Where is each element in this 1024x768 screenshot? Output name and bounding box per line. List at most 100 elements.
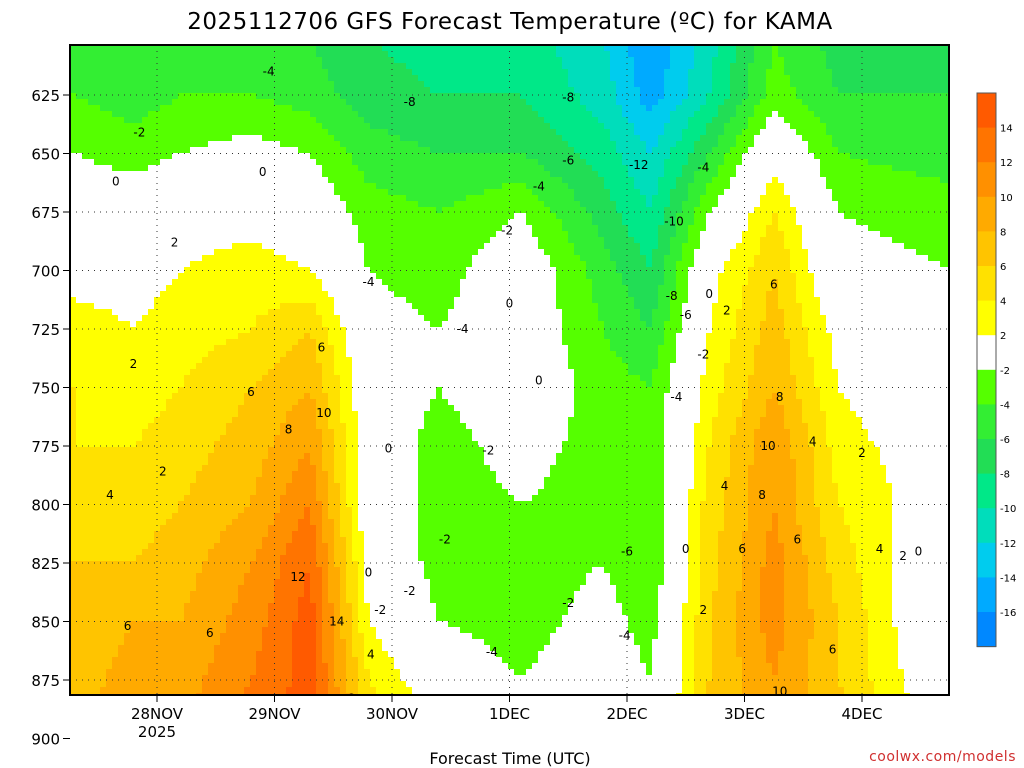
temperature-cell [172, 465, 179, 472]
temperature-cell [100, 417, 107, 424]
temperature-cell [202, 489, 209, 496]
temperature-cell [310, 297, 317, 304]
temperature-cell [244, 75, 251, 82]
temperature-cell [262, 489, 269, 496]
temperature-cell [178, 561, 185, 568]
temperature-cell [196, 429, 203, 436]
temperature-cell [256, 81, 263, 88]
temperature-cell [130, 75, 137, 82]
temperature-cell [208, 321, 215, 328]
temperature-cell [118, 327, 125, 334]
temperature-cell [238, 681, 245, 688]
temperature-cell [298, 81, 305, 88]
temperature-cell [220, 435, 227, 442]
temperature-cell [304, 123, 311, 130]
temperature-cell [76, 291, 83, 298]
temperature-cell [76, 633, 83, 640]
temperature-cell [232, 141, 239, 148]
temperature-cell [340, 123, 347, 130]
temperature-cell [334, 165, 341, 172]
temperature-cell [154, 495, 161, 502]
temperature-cell [310, 195, 317, 202]
temperature-cell [154, 327, 161, 334]
temperature-cell [262, 639, 269, 646]
temperature-cell [94, 573, 101, 580]
temperature-cell [208, 627, 215, 634]
temperature-cell [124, 615, 131, 622]
temperature-cell [232, 303, 239, 310]
temperature-cell [160, 249, 167, 256]
temperature-cell [190, 423, 197, 430]
temperature-cell [106, 543, 113, 550]
temperature-cell [82, 195, 89, 202]
temperature-cell [208, 63, 215, 70]
temperature-cell [292, 453, 299, 460]
temperature-cell [280, 483, 287, 490]
temperature-cell [196, 57, 203, 64]
temperature-cell [328, 315, 335, 322]
temperature-cell [232, 231, 239, 238]
temperature-cell [334, 69, 341, 76]
temperature-cell [334, 573, 341, 580]
temperature-cell [190, 327, 197, 334]
temperature-cell [238, 117, 245, 124]
temperature-cell [238, 603, 245, 610]
temperature-cell [328, 63, 335, 70]
temperature-cell [166, 573, 173, 580]
temperature-cell [88, 687, 95, 694]
temperature-cell [100, 609, 107, 616]
temperature-cell [328, 333, 335, 340]
temperature-cell [94, 429, 101, 436]
temperature-cell [76, 465, 83, 472]
temperature-cell [334, 669, 341, 676]
temperature-cell [298, 381, 305, 388]
temperature-cell [190, 237, 197, 244]
temperature-cell [124, 75, 131, 82]
temperature-cell [202, 573, 209, 580]
temperature-cell [76, 165, 83, 172]
temperature-cell [76, 453, 83, 460]
temperature-cell [214, 171, 221, 178]
temperature-cell [202, 579, 209, 586]
temperature-cell [208, 279, 215, 286]
temperature-cell [310, 555, 317, 562]
temperature-cell [118, 279, 125, 286]
temperature-cell [256, 525, 263, 532]
temperature-cell [334, 459, 341, 466]
temperature-cell [226, 303, 233, 310]
temperature-cell [286, 207, 293, 214]
temperature-cell [316, 441, 323, 448]
temperature-cell [304, 363, 311, 370]
temperature-cell [262, 63, 269, 70]
temperature-cell [70, 225, 77, 232]
temperature-cell [202, 81, 209, 88]
temperature-cell [88, 381, 95, 388]
temperature-cell [106, 429, 113, 436]
temperature-cell [100, 435, 107, 442]
temperature-cell [262, 471, 269, 478]
temperature-cell [298, 543, 305, 550]
temperature-cell [190, 597, 197, 604]
temperature-cell [250, 321, 257, 328]
temperature-cell [340, 351, 347, 358]
temperature-cell [262, 225, 269, 232]
temperature-cell [112, 579, 119, 586]
temperature-cell [262, 159, 269, 166]
temperature-cell [268, 339, 275, 346]
temperature-cell [148, 51, 155, 58]
temperature-cell [250, 345, 257, 352]
temperature-cell [232, 627, 239, 634]
temperature-cell [286, 123, 293, 130]
temperature-cell [208, 369, 215, 376]
temperature-cell [208, 333, 215, 340]
temperature-cell [208, 603, 215, 610]
temperature-cell [70, 111, 77, 118]
temperature-cell [334, 405, 341, 412]
temperature-cell [82, 177, 89, 184]
temperature-cell [100, 165, 107, 172]
temperature-cell [148, 117, 155, 124]
temperature-cell [88, 567, 95, 574]
temperature-cell [244, 315, 251, 322]
temperature-cell [166, 51, 173, 58]
temperature-cell [298, 537, 305, 544]
